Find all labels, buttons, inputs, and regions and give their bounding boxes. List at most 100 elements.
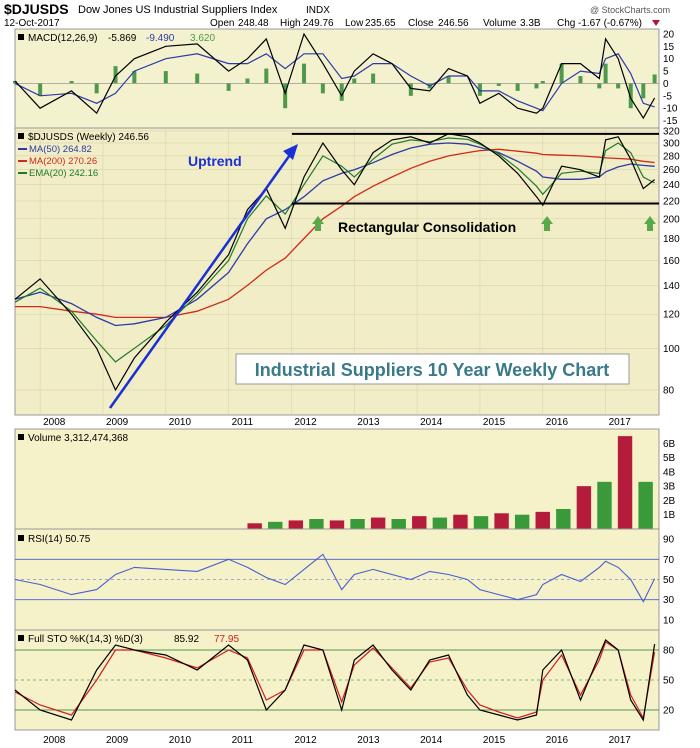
year-label: 2009 — [106, 417, 129, 428]
macd-legend-swatch — [18, 34, 24, 40]
macd-histogram-bar — [13, 80, 17, 84]
macd-histogram-bar — [320, 83, 325, 94]
macd-histogram-bar — [652, 74, 657, 84]
volume-bar — [412, 516, 427, 529]
macd-histogram-bar — [628, 83, 633, 109]
macd-value2: -9.490 — [146, 33, 175, 44]
volume-bar — [576, 486, 592, 529]
volume-bar — [432, 517, 448, 529]
macd-histogram-bar — [534, 83, 539, 89]
rsi-label: RSI(14) 50.75 — [28, 534, 91, 545]
symbol: $DJUSDS — [4, 1, 69, 17]
uptrend-line — [108, 151, 294, 409]
low-value: 235.65 — [365, 18, 396, 29]
macd-histogram-bar — [264, 68, 269, 84]
macd-histogram-bar — [195, 73, 200, 84]
volume-bar — [453, 514, 468, 529]
macd-histogram-bar — [38, 83, 43, 96]
sto-d-line — [14, 641, 656, 720]
rsi-axis: 90 70 50 30 10 — [663, 535, 675, 627]
macd-histogram-bar — [477, 83, 482, 96]
macd-tick-label: -10 — [663, 104, 678, 115]
macd-histogram-bar — [245, 78, 250, 84]
sto-panel: 80 50 20 Full STO %K(14,3) %D(3) 85.92 77.… — [14, 629, 675, 731]
year-label: 2017 — [609, 417, 632, 428]
volume-bar — [329, 520, 345, 529]
rsi-tick-label: 90 — [663, 535, 675, 546]
consolidation-label: Rectangular Consolidation — [338, 219, 516, 235]
year-label: 2011 — [232, 417, 254, 428]
year-label: 2010 — [169, 735, 192, 746]
price-panel: Uptrend Rectangular Consolidation Indust… — [14, 126, 680, 416]
sto-tick-label: 80 — [663, 646, 675, 657]
ohlc-bar: Open 248.48 High 249.76 Low 235.65 Close… — [210, 18, 660, 29]
x-axis-bottom: 2008 2009 2010 2011 2012 2013 2014 2015 2016 2017 — [43, 735, 631, 746]
uptrend-label: Uptrend — [188, 153, 242, 169]
macd-histogram-bar — [371, 73, 376, 84]
sto-k-line — [14, 639, 656, 722]
volume-value: 3.3B — [520, 18, 541, 29]
volume-label: Volume 3,312,474,368 — [28, 433, 129, 444]
rsi-tick-label: 70 — [663, 555, 675, 566]
macd-line — [14, 32, 656, 120]
sto-tick-label: 50 — [663, 676, 675, 687]
year-label: 2016 — [546, 735, 569, 746]
volume-bar — [638, 481, 653, 529]
price-tick-label: 100 — [663, 344, 680, 355]
year-label: 2014 — [420, 417, 443, 428]
high-value: 249.76 — [303, 18, 334, 29]
sto-k-value: 85.92 — [174, 634, 199, 645]
x-axis-top: 2008 2009 2010 2011 2012 2013 2014 2015 2016 2017 — [43, 417, 631, 428]
price-legend-title: $DJUSDS (Weekly) 246.56 — [28, 132, 149, 143]
ma50-line — [14, 142, 655, 327]
volume-bar — [556, 509, 571, 529]
year-label: 2008 — [43, 735, 66, 746]
rsi-legend-swatch — [18, 535, 24, 541]
volume-bar — [514, 514, 530, 529]
macd-histogram-bar — [113, 66, 118, 84]
volume-bar — [473, 516, 489, 529]
rsi-line — [14, 553, 656, 603]
price-tick-label: 280 — [663, 151, 680, 162]
volume-tick-label: 5B — [663, 453, 676, 464]
macd-histogram-bar — [132, 71, 137, 84]
date: 12-Oct-2017 — [4, 18, 60, 29]
volume-tick-label: 1B — [663, 510, 676, 521]
macd-histogram-bar — [597, 83, 602, 89]
rsi-panel: 90 70 50 30 10 RSI(14) 50.75 — [14, 528, 675, 631]
macd-histogram-bar — [352, 78, 357, 84]
ma200-label: MA(200) 270.26 — [29, 156, 97, 167]
price-tick-label: 80 — [663, 386, 675, 397]
macd-histogram-bar — [302, 63, 307, 84]
volume-bar — [370, 517, 386, 529]
price-tick-label: 140 — [663, 281, 680, 292]
macd-histogram-bar — [578, 76, 583, 84]
volume-bar — [494, 513, 509, 529]
macd-histogram-bar — [515, 83, 520, 91]
price-tick-label: 200 — [663, 214, 680, 225]
volume-panel-bg — [14, 428, 660, 530]
volume-tick-label: 6B — [663, 439, 676, 450]
ema20-label: EMA(20) 242.16 — [29, 168, 98, 179]
chg-label: Chg — [557, 18, 575, 29]
price-tick-label: 220 — [663, 196, 680, 207]
macd-tick-label: -15 — [663, 116, 678, 127]
macd-histogram-bar — [339, 83, 344, 101]
up-arrow-icon — [312, 216, 324, 231]
index-name: Dow Jones US Industrial Suppliers Index — [78, 4, 278, 16]
macd-histogram-bar — [226, 83, 231, 91]
chg-value: -1.67 (-0.67%) — [578, 18, 642, 29]
volume-bar — [597, 481, 612, 529]
macd-histogram-bar — [616, 83, 621, 89]
macd-histogram-bar — [94, 83, 99, 94]
high-label: High — [280, 18, 301, 29]
year-label: 2013 — [357, 735, 380, 746]
volume-bar — [268, 521, 283, 529]
volume-bars — [247, 436, 653, 529]
close-label: Close — [408, 18, 434, 29]
volume-panel: 6B 5B 4B 3B 2B 1B Volume 3,312,474,368 — [14, 428, 676, 530]
exchange: INDX — [306, 5, 330, 16]
sto-legend-swatch — [18, 635, 24, 641]
volume-bar — [535, 511, 550, 529]
